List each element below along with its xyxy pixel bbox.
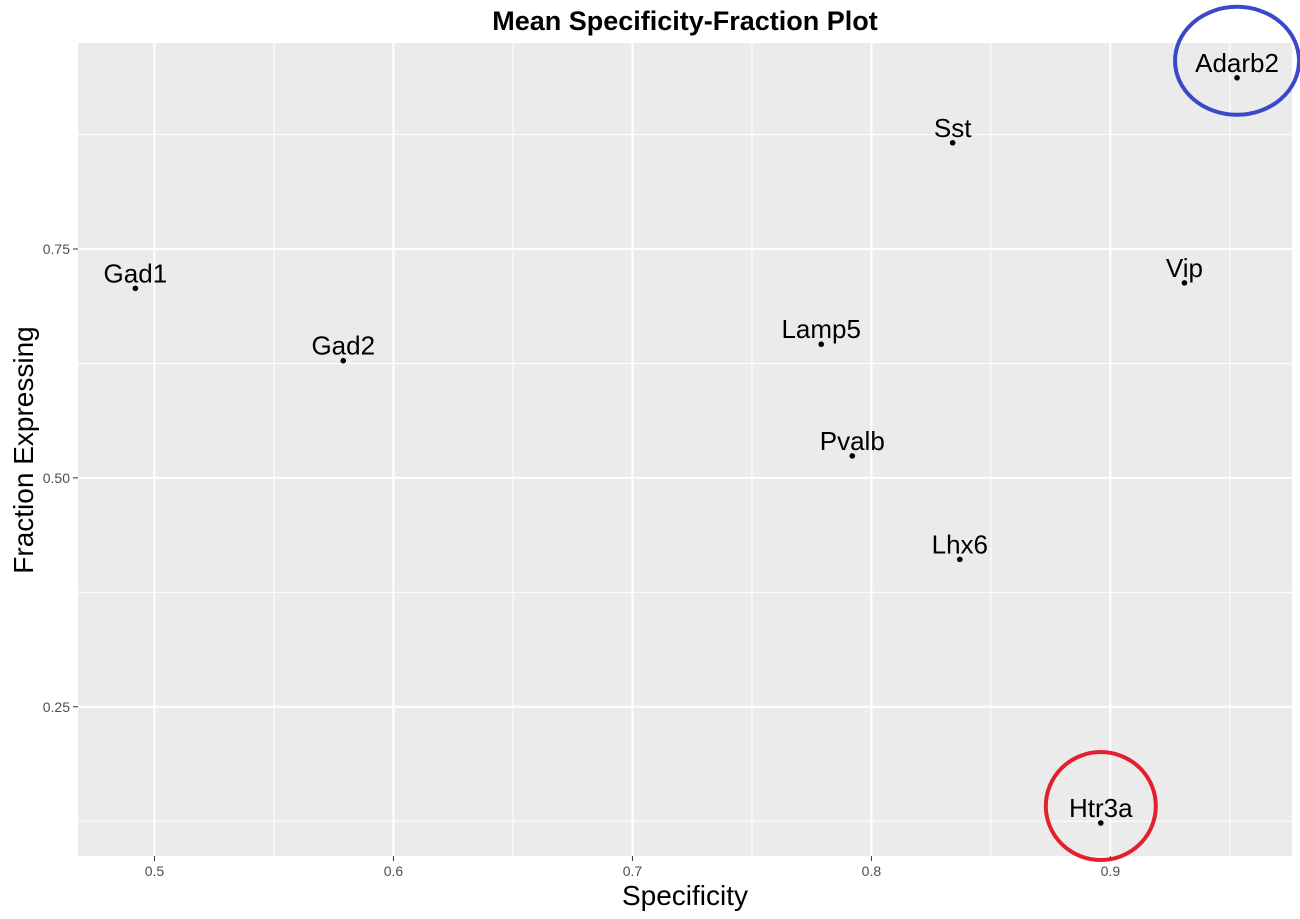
data-point-vip [1181, 280, 1188, 286]
chart-title: Mean Specificity-Fraction Plot [492, 6, 878, 36]
point-label-sst: Sst [934, 113, 972, 143]
data-point-sst [949, 139, 956, 146]
x-tick-label: 0.5 [145, 863, 165, 879]
point-label-lamp5: Lamp5 [781, 314, 861, 344]
data-point-gad2 [340, 357, 347, 364]
highlight-circles [1043, 4, 1300, 863]
data-point-gad1 [132, 285, 139, 292]
point-label-lhx6: Lhx6 [932, 529, 988, 559]
axis-ticks: 0.5 0.6 0.7 0.8 0.9 0.25 0.50 0.75 [43, 241, 1121, 879]
data-point-htr3a [1098, 820, 1104, 826]
point-label-pvalb: Pvalb [820, 426, 885, 456]
point-label-htr3a: Htr3a [1069, 793, 1133, 823]
data-point-adarb2 [1234, 74, 1240, 81]
highlight-circle-htr3a [1043, 750, 1158, 863]
point-label-gad2: Gad2 [311, 331, 375, 361]
x-tick-label: 0.6 [384, 863, 404, 879]
point-label-vip: Vip [1166, 253, 1203, 283]
y-tick-label: 0.50 [43, 470, 70, 486]
point-label-adarb2: Adarb2 [1195, 48, 1279, 78]
y-tick-label: 0.25 [43, 699, 70, 715]
x-tick-label: 0.9 [1101, 863, 1121, 879]
data-point-lamp5 [818, 341, 825, 348]
point-label-gad1: Gad1 [104, 258, 168, 288]
plot-panel [78, 43, 1292, 856]
data-point-lhx6 [957, 556, 963, 563]
x-tick-label: 0.7 [623, 863, 643, 879]
data-point-pvalb [849, 453, 856, 459]
grid-lines [78, 43, 1292, 856]
x-axis-title: Specificity [622, 880, 748, 911]
y-axis-title: Fraction Expressing [8, 326, 39, 573]
data-points: Gad1 Gad2 Lamp5 Pvalb Sst Lhx6 Htr3a Vip Adarb2 [104, 48, 1279, 826]
y-tick-label: 0.75 [43, 241, 70, 257]
highlight-circle-adarb2 [1173, 4, 1300, 117]
x-tick-label: 0.8 [862, 863, 882, 879]
